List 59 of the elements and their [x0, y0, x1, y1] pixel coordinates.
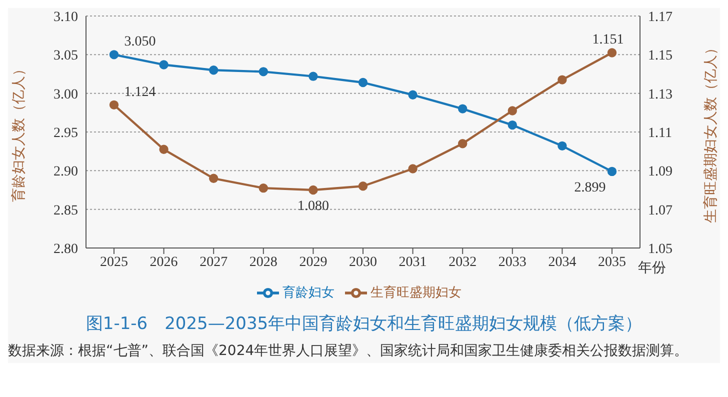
x-tick-label: 2029 — [299, 254, 328, 270]
point — [159, 144, 168, 154]
x-tick-label: 2032 — [448, 254, 477, 270]
x-tick-label: 2027 — [200, 254, 228, 270]
point — [558, 75, 567, 84]
y-tick-label: 2.85 — [54, 203, 78, 218]
x-tick-label: 2034 — [548, 254, 576, 270]
x-tick-label: 2030 — [349, 254, 377, 270]
y-tick-label: 3.10 — [54, 10, 78, 25]
source-note: 数据来源：根据“七普”、联合国《2024年世界人口展望》、国家统计局和国家卫生健康委相关公报数据测算。 — [8, 342, 690, 361]
y2-tick-label: 1.05 — [648, 242, 672, 257]
point — [408, 90, 418, 100]
point — [558, 141, 567, 151]
data-label: 1.080 — [297, 199, 329, 214]
x-tick-label: 2026 — [150, 254, 178, 270]
data-label: 1.124 — [124, 84, 156, 100]
point — [508, 106, 517, 116]
y-tick-label: 3.05 — [54, 48, 78, 64]
x-tick-label: 2031 — [398, 254, 427, 270]
x-axis-title: 年份 — [638, 260, 666, 276]
point — [508, 120, 517, 130]
point — [109, 50, 119, 60]
x-tick-label: 2025 — [100, 254, 128, 270]
y2-tick-label: 1.07 — [648, 203, 672, 218]
point — [109, 100, 119, 110]
x-tick-label: 2033 — [498, 254, 526, 270]
x-tick-label: 2028 — [249, 254, 278, 270]
point — [308, 72, 318, 81]
point — [607, 166, 617, 176]
y2-axis-title: 生育旺盛期妇女人数（亿人） — [702, 41, 719, 223]
point — [209, 66, 218, 75]
point — [358, 182, 368, 191]
y2-tick-label: 1.13 — [648, 87, 672, 102]
legend-label: 生育旺盛期妇女 — [370, 286, 462, 301]
text: 图1-1-6 2025—2035年中国育龄妇女和生育旺盛期妇女规模（低方案） — [84, 313, 644, 335]
y2-tick-label: 1.17 — [648, 10, 672, 25]
data-label: 3.050 — [124, 34, 156, 50]
y-tick-label: 2.90 — [54, 164, 78, 180]
legend-label: 育龄妇女 — [282, 286, 334, 301]
point — [408, 164, 418, 174]
point — [258, 67, 268, 76]
point — [159, 60, 168, 70]
y2-tick-label: 1.11 — [648, 126, 672, 141]
y2-tick-label: 1.15 — [648, 48, 672, 64]
point — [209, 174, 218, 183]
data-label: 2.899 — [574, 180, 606, 196]
point — [458, 104, 468, 114]
y-tick-label: 3.00 — [54, 87, 78, 102]
point — [358, 78, 368, 88]
point — [308, 185, 318, 195]
data-label: 1.151 — [592, 32, 624, 48]
y-tick-label: 2.95 — [54, 126, 78, 141]
y2-tick-label: 1.09 — [648, 164, 672, 180]
x-tick-label: 2035 — [598, 254, 626, 270]
y-axis-title: 育龄妇女人数（亿人） — [10, 62, 27, 202]
point — [607, 48, 617, 58]
point — [258, 183, 268, 193]
point — [458, 139, 468, 148]
y-tick-label: 2.80 — [54, 242, 78, 257]
